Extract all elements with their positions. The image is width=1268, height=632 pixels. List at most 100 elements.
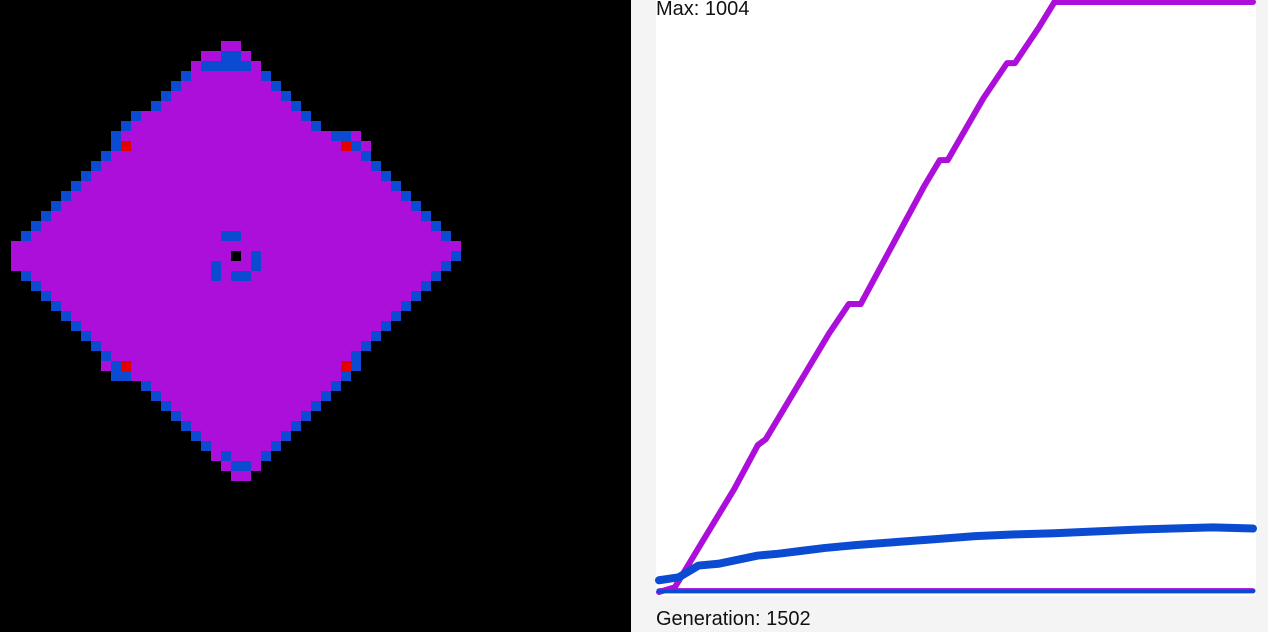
magenta-cell (191, 61, 201, 71)
magenta-cell (191, 181, 201, 191)
magenta-cell (181, 271, 191, 281)
magenta-cell (261, 281, 271, 291)
magenta-cell (361, 201, 371, 211)
magenta-cell (101, 221, 111, 231)
magenta-cell (141, 371, 151, 381)
magenta-cell (121, 351, 131, 361)
magenta-cell (71, 281, 81, 291)
magenta-cell (131, 311, 141, 321)
magenta-cell (321, 231, 331, 241)
magenta-cell (251, 371, 261, 381)
magenta-cell (181, 201, 191, 211)
magenta-cell (261, 111, 271, 121)
magenta-cell (191, 231, 201, 241)
magenta-cell (81, 301, 91, 311)
magenta-cell (131, 291, 141, 301)
magenta-cell (141, 211, 151, 221)
magenta-cell (71, 211, 81, 221)
magenta-cell (261, 371, 271, 381)
magenta-cell (351, 211, 361, 221)
magenta-cell (221, 41, 231, 51)
blue-cell (171, 81, 181, 91)
magenta-cell (161, 151, 171, 161)
blue-cell (61, 311, 71, 321)
magenta-cell (151, 191, 161, 201)
magenta-cell (341, 281, 351, 291)
empty-cell (231, 251, 241, 261)
magenta-cell (151, 121, 161, 131)
magenta-cell (161, 301, 171, 311)
magenta-cell (131, 151, 141, 161)
magenta-cell (41, 281, 51, 291)
magenta-cell (181, 241, 191, 251)
blue-cell (221, 231, 231, 241)
blue-cell (241, 61, 251, 71)
magenta-cell (261, 391, 271, 401)
magenta-cell (311, 171, 321, 181)
magenta-cell (281, 331, 291, 341)
magenta-cell (81, 261, 91, 271)
blue-cell (341, 131, 351, 141)
magenta-series-line (656, 0, 1256, 595)
magenta-cell (221, 291, 231, 301)
magenta-cell (191, 301, 201, 311)
magenta-cell (61, 221, 71, 231)
blue-cell (401, 301, 411, 311)
magenta-cell (131, 271, 141, 281)
magenta-cell (311, 271, 321, 281)
magenta-cell (181, 151, 191, 161)
magenta-cell (301, 331, 311, 341)
magenta-cell (121, 221, 131, 231)
blue-cell (81, 331, 91, 341)
magenta-cell (241, 71, 251, 81)
magenta-cell (271, 431, 281, 441)
magenta-cell (401, 231, 411, 241)
magenta-cell (181, 331, 191, 341)
magenta-cell (141, 121, 151, 131)
magenta-cell (271, 181, 281, 191)
magenta-cell (161, 361, 171, 371)
magenta-cell (201, 171, 211, 181)
magenta-cell (371, 311, 381, 321)
magenta-cell (351, 301, 361, 311)
magenta-cell (251, 221, 261, 231)
magenta-cell (261, 261, 271, 271)
blue-cell (291, 421, 301, 431)
magenta-cell (311, 331, 321, 341)
magenta-cell (201, 91, 211, 101)
magenta-cell (361, 241, 371, 251)
magenta-cell (161, 111, 171, 121)
magenta-cell (191, 341, 201, 351)
magenta-cell (291, 271, 301, 281)
magenta-cell (291, 111, 301, 121)
magenta-cell (171, 191, 181, 201)
magenta-cell (161, 101, 171, 111)
magenta-cell (291, 191, 301, 201)
magenta-cell (231, 151, 241, 161)
blue-cell (401, 191, 411, 201)
magenta-cell (331, 361, 341, 371)
magenta-cell (81, 221, 91, 231)
magenta-cell (191, 91, 201, 101)
magenta-cell (221, 241, 231, 251)
magenta-cell (151, 331, 161, 341)
magenta-cell (161, 191, 171, 201)
magenta-cell (341, 261, 351, 271)
magenta-cell (321, 201, 331, 211)
magenta-cell (341, 301, 351, 311)
magenta-cell (261, 201, 271, 211)
magenta-cell (91, 281, 101, 291)
magenta-cell (151, 201, 161, 211)
magenta-cell (171, 111, 181, 121)
magenta-cell (271, 141, 281, 151)
magenta-cell (161, 231, 171, 241)
magenta-cell (211, 231, 221, 241)
magenta-cell (291, 371, 301, 381)
magenta-cell (181, 361, 191, 371)
magenta-cell (111, 341, 121, 351)
magenta-cell (121, 261, 131, 271)
magenta-cell (111, 271, 121, 281)
magenta-cell (311, 151, 321, 161)
magenta-cell (301, 351, 311, 361)
magenta-cell (391, 271, 401, 281)
